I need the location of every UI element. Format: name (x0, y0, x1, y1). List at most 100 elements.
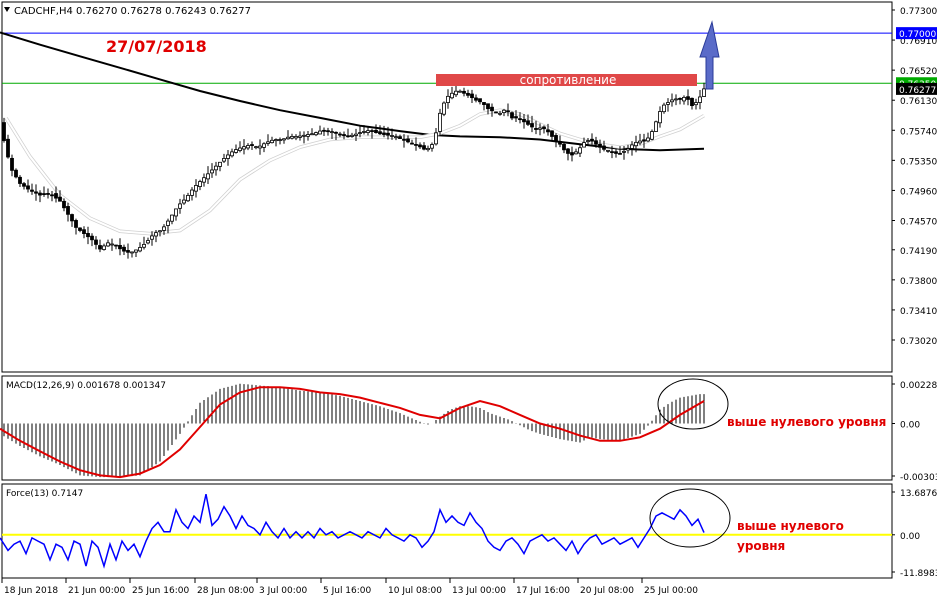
candle-body (610, 151, 614, 154)
price-tick-label: 0.75350 (900, 157, 937, 167)
price-tick-label: 0.74960 (900, 187, 937, 197)
candle-body (394, 136, 398, 139)
candle-body (326, 130, 330, 133)
candle-body (282, 138, 286, 141)
symbol-info: CADCHF,H4 0.76270 0.76278 0.76243 0.7627… (14, 6, 251, 17)
force-note-line2: уровня (737, 539, 785, 553)
candle-body (698, 96, 702, 103)
time-tick-label: 13 Jul 00:00 (452, 586, 506, 596)
candle-body (570, 152, 574, 156)
candle-body (498, 112, 502, 115)
price-tag-0 (896, 27, 937, 40)
time-tick-label: 5 Jul 16:00 (323, 586, 372, 596)
candle-body (206, 173, 210, 180)
macd-title: MACD(12,26,9) 0.001678 0.001347 (6, 381, 166, 391)
candle-body (362, 131, 366, 133)
candle-body (414, 144, 418, 146)
candle-body (558, 141, 562, 145)
macd-pane[interactable] (1, 375, 893, 481)
candle-body (278, 139, 282, 141)
candle-body (398, 136, 402, 139)
candle-body (190, 189, 194, 196)
candle-body (506, 110, 510, 113)
macd-tick-label: 0.002285 (900, 381, 937, 391)
candle-body (518, 118, 522, 121)
candle-body (46, 193, 50, 195)
candle-body (402, 138, 406, 141)
candle-body (130, 251, 134, 254)
date-annotation: 27/07/2018 (106, 37, 207, 56)
price-tick-label: 0.73020 (900, 337, 937, 347)
candle-body (378, 131, 382, 135)
candle-body (614, 151, 618, 154)
candle-body (510, 112, 514, 119)
time-tick-label: 10 Jul 08:00 (388, 586, 442, 596)
candle-body (198, 181, 202, 187)
time-tick-label: 17 Jul 16:00 (516, 586, 570, 596)
candle-body (618, 152, 622, 155)
candle-body (374, 129, 378, 133)
candle-body (554, 135, 558, 141)
candle-body (358, 132, 362, 134)
candle-body (150, 235, 154, 240)
candle-body (686, 96, 690, 100)
candle-body (466, 92, 470, 96)
candle-body (438, 112, 442, 132)
candle-body (350, 134, 354, 137)
candle-body (314, 132, 318, 136)
price-tag-label-0: 0.77000 (899, 30, 936, 40)
candle-body (142, 243, 146, 248)
candle-body (594, 140, 598, 145)
macd-tick-label: -0.003036 (900, 473, 937, 483)
time-tick-label: 21 Jun 00:00 (68, 586, 125, 596)
candle-body (154, 232, 158, 237)
price-tick-label: 0.73800 (900, 277, 937, 287)
candle-body (430, 144, 434, 149)
candle-body (370, 130, 374, 132)
candle-body (586, 140, 590, 142)
candle-body (58, 196, 62, 202)
candle-body (538, 127, 542, 130)
candle-body (258, 145, 262, 149)
candle-body (2, 122, 6, 141)
candle-body (94, 239, 98, 245)
candle-body (650, 131, 654, 140)
candle-body (22, 183, 26, 187)
price-pane[interactable] (1, 1, 893, 373)
price-tick-label: 0.75740 (900, 127, 937, 137)
candle-body (630, 144, 634, 149)
candle-body (82, 229, 86, 234)
candle-body (54, 193, 58, 199)
candle-body (674, 98, 678, 101)
candle-body (182, 199, 186, 204)
price-tick-label: 0.73410 (900, 307, 937, 317)
candle-body (626, 148, 630, 151)
candle-body (470, 93, 474, 99)
candle-body (246, 145, 250, 149)
candle-body (434, 132, 438, 145)
candle-body (658, 111, 662, 124)
candle-body (450, 92, 454, 99)
candle-body (146, 240, 150, 244)
force-title: Force(13) 0.7147 (6, 489, 83, 499)
ma-white-line (5, 109, 705, 235)
force-note-line1: выше нулевого (737, 519, 844, 533)
candle-body (66, 206, 70, 215)
candle-body (458, 90, 462, 93)
candle-body (98, 245, 102, 250)
candle-body (274, 139, 278, 142)
time-tick-label: 3 Jul 00:00 (259, 586, 308, 596)
candle-body (50, 194, 54, 197)
candle-body (678, 97, 682, 100)
candle-body (670, 99, 674, 103)
candle-body (114, 244, 118, 247)
candle-body (562, 143, 566, 151)
candle-body (694, 102, 698, 106)
candle-body (638, 140, 642, 144)
candle-body (86, 233, 90, 238)
candle-body (346, 135, 350, 138)
price-tag-label-2: 0.76277 (899, 86, 936, 96)
candle-body (170, 214, 174, 222)
candle-body (286, 136, 290, 140)
